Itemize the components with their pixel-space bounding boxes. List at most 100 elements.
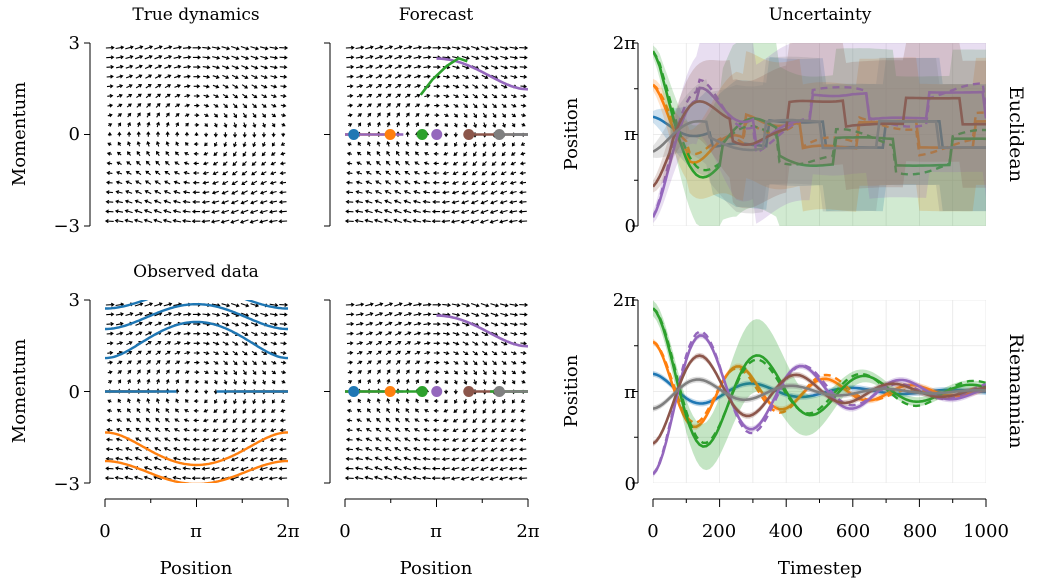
quiver-arrow — [221, 65, 230, 70]
quiver-arrow — [124, 209, 133, 214]
quiver-arrow — [511, 142, 516, 147]
quiver-arrow — [250, 46, 260, 51]
quiver-arrow — [366, 341, 373, 346]
quiver-arrow — [223, 122, 228, 128]
quiver-arrow — [432, 437, 440, 442]
quiver-arrow — [393, 475, 402, 481]
quiver-arrow — [280, 350, 287, 356]
quiver-arrow — [423, 437, 430, 442]
quiver-arrow — [252, 360, 257, 366]
band-gray — [653, 376, 986, 412]
quiver-arrow — [519, 312, 528, 317]
quiver-arrow — [509, 55, 519, 60]
quiver-arrow — [269, 55, 279, 60]
quiver-arrow — [386, 359, 391, 365]
quiver-arrow — [165, 151, 170, 157]
quiver-arrow — [250, 447, 258, 452]
quiver-arrow — [482, 112, 487, 119]
quiver-arrow — [413, 312, 422, 317]
quiver-arrow — [405, 378, 410, 385]
quiver-arrow — [443, 74, 451, 79]
quiver-arrow — [384, 199, 392, 204]
quiver-arrow — [164, 74, 172, 79]
quiver-arrow — [346, 321, 355, 327]
quiver-arrow — [279, 65, 288, 70]
quiver-arrow — [376, 417, 381, 423]
quiver-arrow — [346, 418, 353, 423]
quiver-arrow — [222, 171, 229, 176]
quiver-arrow — [345, 190, 353, 195]
quiver-arrow — [415, 398, 420, 404]
quiver-arrow — [472, 93, 479, 99]
quiver-arrow — [104, 476, 114, 481]
quiver-arrow — [492, 360, 497, 366]
quiver-arrow — [394, 427, 401, 433]
quiver-arrow — [242, 398, 247, 405]
quiver-arrow — [251, 84, 258, 89]
quiver-arrow — [422, 218, 431, 224]
quiver-arrow — [269, 200, 278, 205]
quiver-arrow — [271, 122, 276, 128]
quiver-arrow — [373, 218, 383, 223]
quiver-arrow — [365, 321, 374, 326]
quiver-arrow — [260, 180, 267, 185]
quiver-arrow — [394, 180, 401, 185]
quiver-arrow — [357, 370, 363, 374]
quiver-arrow — [259, 466, 268, 472]
quiver-arrow — [271, 142, 276, 147]
quiver-arrow — [232, 103, 238, 109]
quiver-arrow — [463, 112, 468, 118]
quiver-arrow — [415, 379, 420, 384]
quiver-arrow — [145, 341, 152, 346]
quiver-arrow — [357, 379, 362, 384]
quiver-arrow — [423, 74, 431, 79]
quiver-arrow — [519, 65, 528, 70]
quiver-arrow — [184, 131, 189, 137]
quiver-arrow — [384, 302, 394, 307]
start-point-blue — [348, 129, 360, 140]
quiver-arrow — [117, 131, 122, 137]
quiver-arrow — [202, 171, 209, 176]
quiver-arrow — [365, 180, 373, 185]
quiver-arrow — [242, 161, 247, 167]
quiver-arrow — [346, 170, 353, 176]
quiver-arrow — [221, 437, 229, 442]
quiver-arrow — [252, 379, 257, 385]
quiver-arrow — [356, 84, 364, 89]
quiver-arrow — [501, 113, 507, 118]
quiver-arrow — [212, 181, 219, 185]
quiver-arrow — [386, 112, 391, 118]
quiver-arrow — [127, 378, 132, 385]
quiver-arrow — [250, 312, 259, 317]
observed-trajectories — [105, 300, 288, 483]
quiver-arrow — [183, 331, 191, 336]
quiver-arrow — [499, 303, 509, 308]
quiver-arrow — [155, 350, 161, 356]
quiver-arrow — [116, 331, 124, 336]
quiver-arrow — [422, 475, 431, 481]
quiver-arrow — [510, 351, 517, 356]
quiver-arrow — [221, 447, 229, 452]
quiver-arrow — [173, 437, 181, 442]
quiver-arrow — [222, 428, 229, 433]
quiver-arrow — [481, 65, 489, 70]
passing-trajectory — [105, 320, 288, 360]
quiver-arrow — [114, 218, 124, 223]
quiver-arrow — [500, 180, 507, 185]
quiver-arrow — [405, 408, 410, 414]
quiver-arrow — [172, 218, 182, 223]
quiver-arrow — [384, 456, 392, 461]
quiver-arrow — [270, 341, 278, 346]
quiver-arrow — [260, 65, 269, 70]
quiver-arrow — [191, 219, 201, 224]
quiver-arrow — [213, 399, 218, 404]
quiver-arrow — [240, 302, 250, 308]
quiver-arrow — [136, 407, 141, 414]
quiver-arrow — [251, 74, 259, 80]
quiver-arrow — [481, 437, 488, 442]
quiver-arrow — [463, 151, 468, 157]
quiver-arrow — [508, 476, 518, 481]
quiver-arrow — [374, 446, 382, 452]
dashed-orange — [653, 83, 986, 157]
quiver-arrow — [510, 161, 516, 166]
